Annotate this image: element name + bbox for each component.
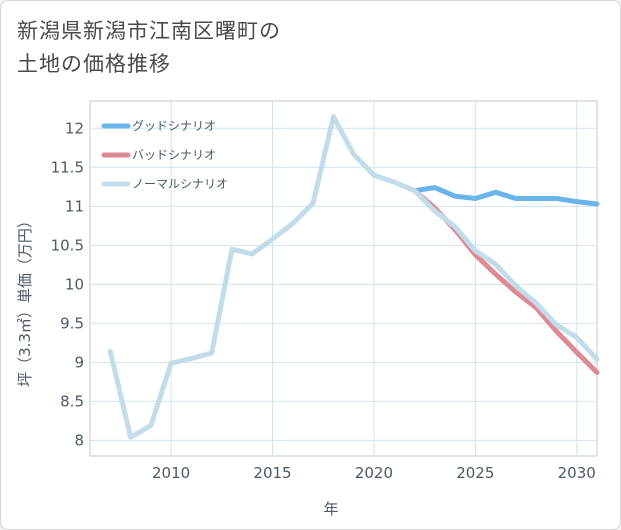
y-axis-label: 坪（3.3㎡）単価（万円）	[16, 213, 34, 387]
y-tick-label: 11.5	[51, 158, 84, 176]
x-tick-labels: 2010 2015 2020 2025 2030	[152, 464, 596, 482]
title-line-1: 新潟県新潟市江南区曙町の	[17, 19, 281, 43]
x-tick-label: 2015	[253, 464, 291, 482]
series-line-0	[412, 185, 600, 207]
legend-label: ノーマルシナリオ	[132, 177, 228, 191]
series-line-2	[107, 114, 600, 440]
y-tick-label: 8	[74, 431, 84, 449]
x-grid	[170, 101, 578, 456]
legend-label: グッドシナリオ	[132, 119, 216, 133]
chart-title: 新潟県新潟市江南区曙町の 土地の価格推移	[17, 15, 417, 81]
y-tick-labels: 8 8.5 9 9.5 10 10.5 11 11.5 12	[51, 119, 84, 449]
plot-area	[89, 100, 598, 457]
y-tick-label: 12	[65, 119, 84, 137]
x-tick-label: 2020	[355, 464, 393, 482]
y-tick-label: 8.5	[60, 392, 84, 410]
title-line-2: 土地の価格推移	[17, 52, 171, 76]
y-tick-label: 10.5	[51, 236, 84, 254]
legend-label: バッドシナリオ	[132, 148, 216, 162]
y-tick-label: 11	[65, 197, 84, 215]
x-tick-label: 2010	[152, 464, 190, 482]
y-tick-label: 9.5	[60, 314, 84, 332]
series-layer	[107, 114, 600, 440]
x-tick-label: 2025	[456, 464, 494, 482]
y-tick-label: 9	[74, 353, 84, 371]
x-tick-label: 2030	[558, 464, 596, 482]
x-axis-label: 年	[323, 500, 338, 518]
y-tick-label: 10	[65, 275, 84, 293]
